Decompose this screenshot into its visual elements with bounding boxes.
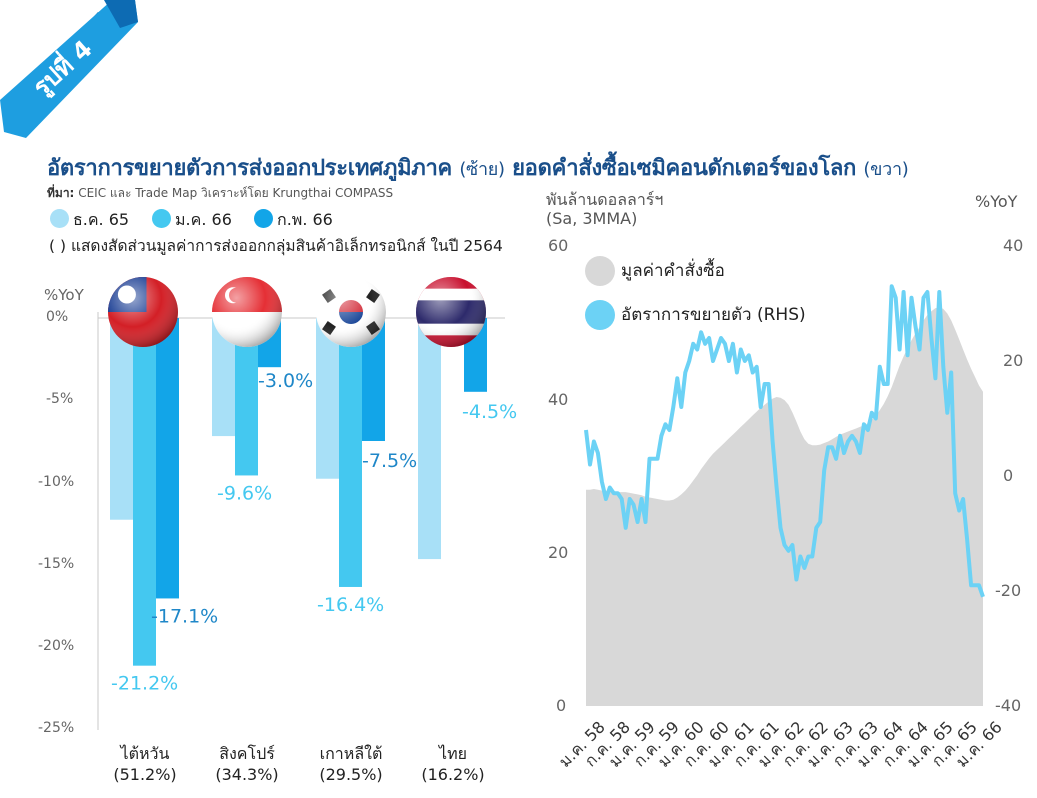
legend-dec-swatch — [50, 209, 69, 228]
legend-dec-label: ธ.ค. 65 — [73, 210, 130, 229]
right-legend: มูลค่าคำสั่งซื้อ อัตราการขยายตัว (RHS) — [585, 255, 806, 343]
right-ylabel-left: พันล้านดอลลาร์ฯ — [546, 190, 664, 209]
orders-area-series — [586, 307, 983, 706]
left-ytick-5: -25% — [38, 720, 75, 736]
title-right-paren: (ขวา) — [863, 159, 909, 180]
legend-growth: อัตราการขยายตัว (RHS) — [585, 299, 806, 343]
source-text: CEIC และ Trade Map วิเคราะห์โดย Krungtha… — [78, 186, 394, 200]
category-label-taiwan: ไต้หวัน (51.2%) — [90, 743, 200, 785]
data-label-taiwan-jan: -21.2% — [111, 673, 178, 695]
category-name-taiwan: ไต้หวัน — [120, 744, 170, 763]
data-label-korea-jan: -16.4% — [317, 594, 384, 616]
flag-thailand-icon — [416, 277, 486, 347]
legend-orders-swatch — [585, 256, 615, 286]
category-label-korea: เกาหลีใต้ (29.5%) — [296, 743, 406, 785]
export-growth-bar-chart: -21.2% -17.1% -9.6% -3.0% -16.4% -7.5% -4.5% — [97, 277, 517, 730]
data-label-taiwan-feb: -17.1% — [151, 605, 218, 627]
source-note: ที่มา: CEIC และ Trade Map วิเคราะห์โดย K… — [47, 184, 393, 203]
right-ytick-right-1: 20 — [1003, 351, 1024, 370]
left-ytick-1: -5% — [46, 391, 74, 407]
bar-taiwan-series-1 — [133, 318, 156, 666]
left-ylabel: %YoY — [44, 286, 84, 304]
right-ylabel-left-sub: (Sa, 3MMA) — [546, 209, 638, 228]
legend-orders-label: มูลค่าคำสั่งซื้อ — [621, 261, 725, 281]
right-ytick-left-0: 60 — [548, 236, 569, 255]
category-share-korea: (29.5%) — [319, 765, 383, 784]
bar-taiwan-series-0 — [110, 318, 133, 520]
title-left-paren: (ซ้าย) — [459, 159, 505, 180]
bar-singapore-series-1 — [235, 318, 258, 476]
legend-growth-swatch — [585, 300, 615, 330]
left-ytick-0: 0% — [46, 309, 69, 325]
page-title: อัตราการขยายตัวการส่งออกประเทศภูมิภาค (ซ… — [47, 150, 909, 185]
category-share-singapore: (34.3%) — [215, 765, 279, 784]
right-ytick-right-2: 0 — [1003, 466, 1014, 485]
category-share-thailand: (16.2%) — [421, 765, 485, 784]
data-label-thailand-feb: -4.5% — [462, 401, 517, 423]
bar-singapore-series-0 — [212, 318, 235, 437]
bar-korea-series-0 — [316, 318, 339, 479]
right-ylabel-right: %YoY — [975, 192, 1018, 211]
right-ytick-left-3: 0 — [556, 696, 567, 715]
source-label: ที่มา: — [47, 186, 75, 200]
legend-feb-swatch — [254, 209, 273, 228]
growth-line-series — [584, 284, 985, 598]
legend-dec: ธ.ค. 65 — [50, 208, 129, 233]
left-ytick-2: -10% — [38, 474, 75, 490]
title-right: ยอดคำสั่งซื้อเซมิคอนดักเตอร์ของโลก — [512, 156, 857, 181]
right-ytick-left-1: 40 — [548, 390, 569, 409]
flag-singapore-icon — [212, 277, 282, 347]
data-label-singapore-feb: -3.0% — [258, 370, 313, 392]
legend-feb-label: ก.พ. 66 — [277, 210, 333, 229]
legend-jan-swatch — [152, 209, 171, 228]
legend-growth-label: อัตราการขยายตัว (RHS) — [621, 305, 806, 325]
category-name-korea: เกาหลีใต้ — [319, 744, 383, 763]
legend-jan-label: ม.ค. 66 — [175, 210, 232, 229]
legend-orders: มูลค่าคำสั่งซื้อ — [585, 255, 806, 299]
bar-thailand-series-0 — [418, 318, 441, 560]
figure-ribbon: รูปที่ 4 — [0, 0, 138, 138]
flag-korea-icon — [316, 277, 386, 347]
category-label-thailand: ไทย (16.2%) — [398, 743, 508, 785]
right-ytick-left-2: 20 — [548, 543, 569, 562]
bar-taiwan-series-2 — [156, 318, 179, 599]
left-ytick-4: -20% — [38, 638, 75, 654]
legend-feb: ก.พ. 66 — [254, 208, 333, 233]
data-label-singapore-jan: -9.6% — [217, 482, 272, 504]
bar-korea-series-2 — [362, 318, 385, 441]
right-ytick-right-3: -20 — [995, 581, 1022, 600]
category-label-singapore: สิงคโปร์ (34.3%) — [192, 743, 302, 785]
legend-jan: ม.ค. 66 — [152, 208, 232, 233]
left-ytick-3: -15% — [38, 556, 75, 572]
right-ytick-right-4: -40 — [995, 696, 1022, 715]
bar-korea-series-1 — [339, 318, 362, 587]
category-name-thailand: ไทย — [439, 744, 467, 763]
flag-taiwan-icon — [108, 277, 178, 347]
data-label-korea-feb: -7.5% — [362, 450, 417, 472]
category-name-singapore: สิงคโปร์ — [219, 744, 275, 763]
category-share-taiwan: (51.2%) — [113, 765, 177, 784]
share-note: ( ) แสดงสัดส่วนมูลค่าการส่งออกกลุ่มสินค้… — [49, 237, 503, 255]
right-ytick-right-0: 40 — [1003, 236, 1024, 255]
title-left: อัตราการขยายตัวการส่งออกประเทศภูมิภาค — [47, 156, 452, 181]
